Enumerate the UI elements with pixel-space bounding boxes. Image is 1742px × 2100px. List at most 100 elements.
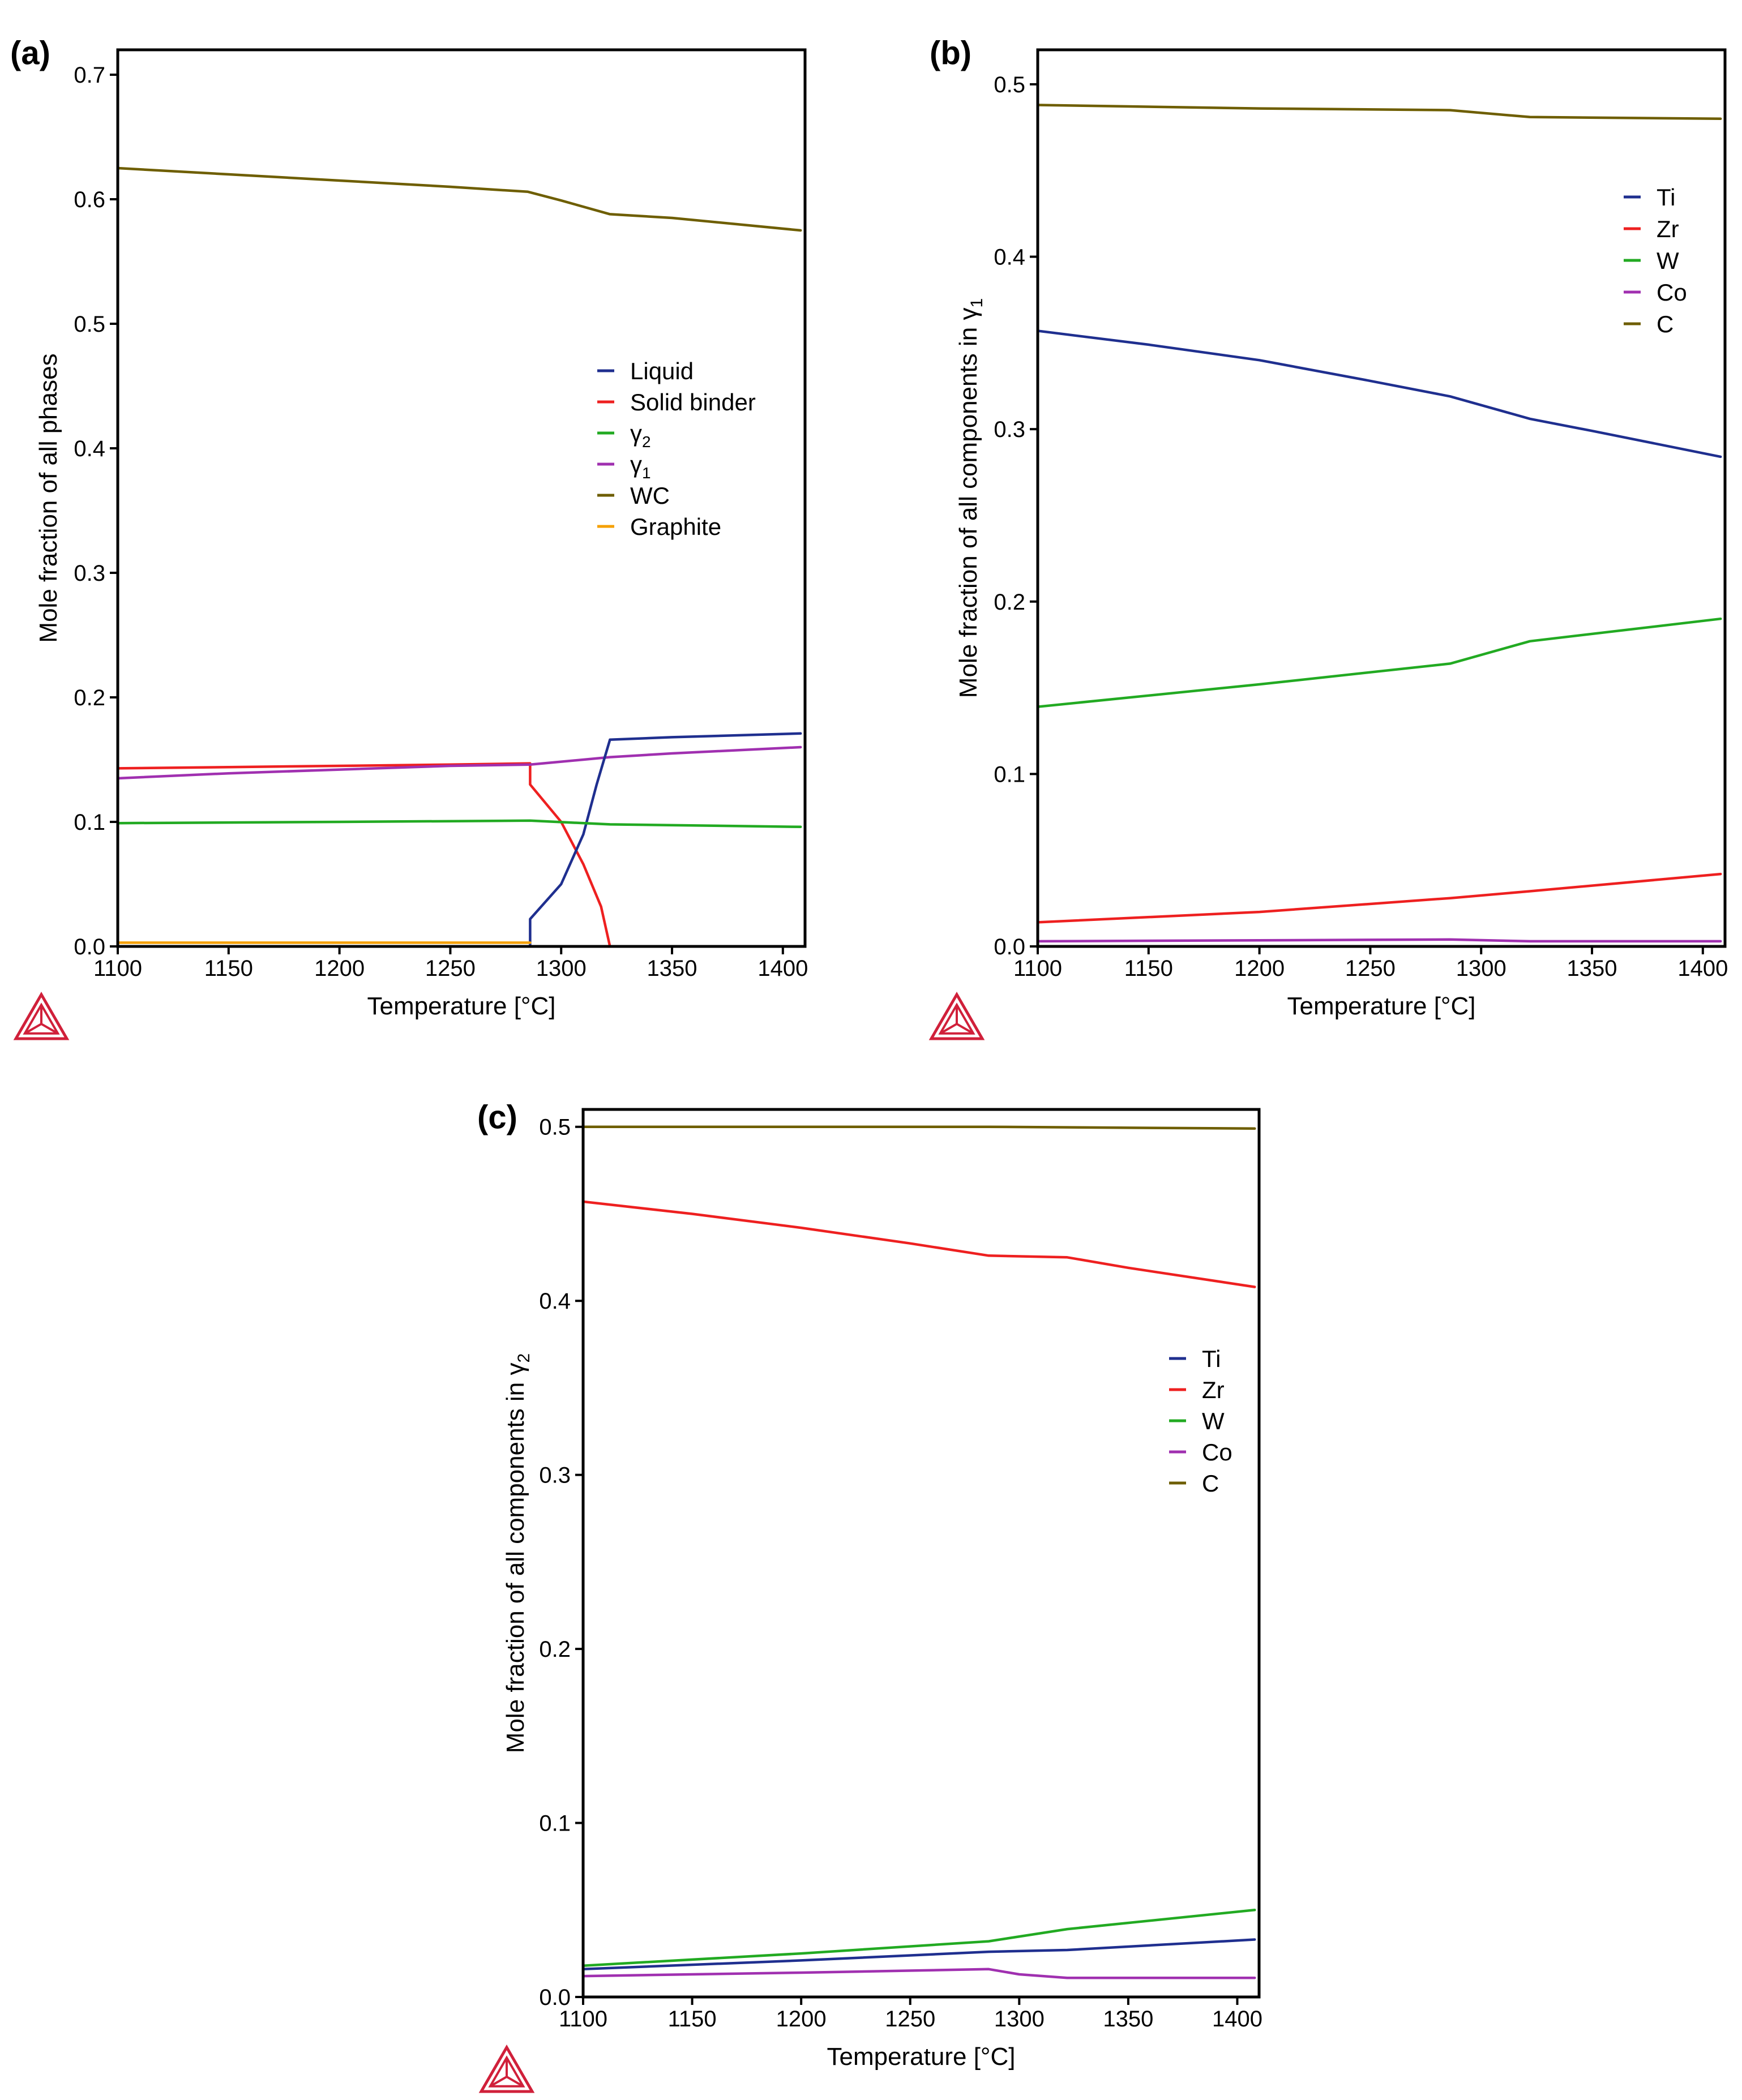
legend-label-c-zr: Zr (1202, 1377, 1225, 1403)
y-tick-label-a-1: 0.1 (74, 810, 105, 835)
plot-frame-c (581, 1108, 1261, 1999)
x-tick-label-a-1400: 1400 (757, 956, 808, 981)
legend-b: Ti Zr W Co C (1624, 184, 1687, 337)
series-line-a-γ2 (118, 819, 802, 829)
series-line-c-w (583, 1909, 1256, 1967)
chart-panel-c: (c) 1100 1150 1200 1250 1300 1350 1400 0.0 0.1 0.2… (477, 1099, 1262, 2093)
y-tick-label-b-3: 0.3 (994, 417, 1025, 442)
legend-label-text-b-w: W (1657, 247, 1679, 274)
y-axis-title-c: Mole fraction of all components in γ2 (502, 1353, 533, 1753)
y-tick-label-c-1: 0.1 (539, 1811, 571, 1836)
x-tick-label-b-1350: 1350 (1567, 956, 1617, 981)
y-tick-label-c-2: 0.2 (539, 1637, 571, 1662)
series-line-a-γ1 (118, 745, 802, 780)
legend-label-a-liquid: Liquid (630, 358, 694, 384)
series-line-c-ti (583, 1938, 1256, 1971)
x-tick-label-c-1400: 1400 (1212, 2007, 1262, 2032)
x-tick-label-c-1150: 1150 (668, 2007, 717, 2032)
y-tick-label-c-4: 0.4 (539, 1289, 571, 1314)
legend-label-text-a-liquid: Liquid (630, 358, 694, 384)
legend-label-sub-a-γ2: 2 (642, 433, 651, 451)
chart-panel-a: (a) 1100 1150 1200 1250 1300 1350 1400 0.0 0.1 0.2… (10, 35, 808, 1040)
series-line-b-ti (1038, 329, 1722, 458)
legend-label-sub-a-γ1: 1 (642, 464, 651, 482)
x-axis-title-c: Temperature [°C] (827, 2043, 1015, 2071)
y-tick-label-c-0: 0.0 (539, 1985, 571, 2010)
x-tick-label-b-1150: 1150 (1124, 956, 1173, 981)
legend-label-text-a-wc: WC (630, 482, 670, 509)
legend-label-c-co: Co (1202, 1439, 1232, 1465)
y-axis-title-b: Mole fraction of all components in γ1 (955, 298, 986, 698)
x-tick-label-a-1250: 1250 (425, 956, 476, 981)
plot-frame-a (116, 48, 807, 948)
y-axis-title-sub-b: 1 (968, 298, 986, 308)
x-tick-label-a-1150: 1150 (204, 956, 253, 981)
legend-label-text-a-γ2: γ (630, 420, 642, 447)
legend-label-text-c-ti: Ti (1202, 1345, 1221, 1372)
legend-label-text-a-γ1: γ (630, 451, 642, 478)
thermo-calc-logo-c (478, 2045, 535, 2093)
x-tick-label-b-1200: 1200 (1234, 956, 1285, 981)
y-tick-label-b-4: 0.4 (994, 245, 1025, 270)
panel-label-b: (b) (930, 35, 971, 71)
legend-label-b-ti: Ti (1657, 184, 1675, 211)
y-axis-title-text-a: Mole fraction of all phases (35, 353, 62, 642)
series-line-c-zr (583, 1200, 1256, 1288)
chart-panel-b: (b) 1100 1150 1200 1250 1300 1350 1400 0.0 0.1 0.2… (928, 35, 1728, 1040)
legend-label-text-a-solid-binder: Solid binder (630, 389, 756, 415)
panel-label-a: (a) (10, 35, 50, 71)
x-axis-title-b: Temperature [°C] (1287, 992, 1475, 1020)
y-tick-label-c-5: 0.5 (539, 1115, 571, 1140)
x-tick-label-b-1250: 1250 (1345, 956, 1396, 981)
y-tick-label-a-6: 0.6 (74, 187, 105, 212)
legend-label-text-b-co: Co (1657, 279, 1687, 306)
series-line-b-zr (1038, 872, 1722, 924)
x-tick-label-a-1350: 1350 (647, 956, 697, 981)
legend-label-b-co: Co (1657, 279, 1687, 306)
y-tick-label-c-3: 0.3 (539, 1463, 571, 1488)
series-line-c-c (583, 1125, 1256, 1130)
thermo-calc-logo-a (13, 992, 70, 1040)
legend-label-text-b-ti: Ti (1657, 184, 1675, 211)
legend-c: Ti Zr W Co C (1169, 1345, 1232, 1497)
legend-label-c-ti: Ti (1202, 1345, 1221, 1372)
x-tick-label-c-1350: 1350 (1103, 2007, 1153, 2032)
x-tick-label-c-1300: 1300 (994, 2007, 1045, 2032)
series-line-b-co (1038, 938, 1722, 943)
thermo-calc-logo-b (928, 992, 985, 1040)
legend-label-text-c-co: Co (1202, 1439, 1232, 1465)
panel-label-c: (c) (477, 1099, 517, 1135)
series-line-c-co (583, 1968, 1256, 1979)
series-group-b (1038, 104, 1722, 943)
plot-frame-b (1036, 48, 1727, 948)
series-group-c (583, 1125, 1256, 1979)
series-line-b-w (1038, 617, 1722, 708)
y-tick-label-b-2: 0.2 (994, 590, 1025, 615)
legend-label-a-solid-binder: Solid binder (630, 389, 756, 415)
y-tick-label-a-7: 0.7 (74, 63, 105, 88)
x-tick-label-b-1100: 1100 (1013, 956, 1062, 981)
legend-label-text-b-zr: Zr (1657, 216, 1679, 242)
y-tick-label-b-5: 0.5 (994, 72, 1025, 97)
series-line-a-liquid (529, 732, 802, 948)
legend-label-b-zr: Zr (1657, 216, 1679, 242)
series-group-a (118, 166, 802, 948)
series-line-b-c (1038, 104, 1722, 121)
x-tick-label-b-1300: 1300 (1456, 956, 1506, 981)
legend-label-a-wc: WC (630, 482, 670, 509)
legend-label-a-graphite: Graphite (630, 513, 721, 540)
x-tick-label-a-1100: 1100 (93, 956, 142, 981)
legend-label-text-c-c: C (1202, 1470, 1219, 1497)
y-tick-label-a-3: 0.3 (74, 561, 105, 586)
legend-label-text-c-w: W (1202, 1408, 1225, 1434)
x-tick-label-c-1200: 1200 (776, 2007, 827, 2032)
legend-label-c-w: W (1202, 1408, 1225, 1434)
x-tick-label-a-1200: 1200 (314, 956, 365, 981)
y-axis-title-sub-c: 2 (515, 1353, 533, 1363)
y-tick-label-a-5: 0.5 (74, 312, 105, 337)
legend-label-text-b-c: C (1657, 311, 1673, 337)
y-tick-label-b-1: 0.1 (994, 762, 1025, 787)
y-axis-title-text-c: Mole fraction of all components in γ (502, 1363, 529, 1754)
